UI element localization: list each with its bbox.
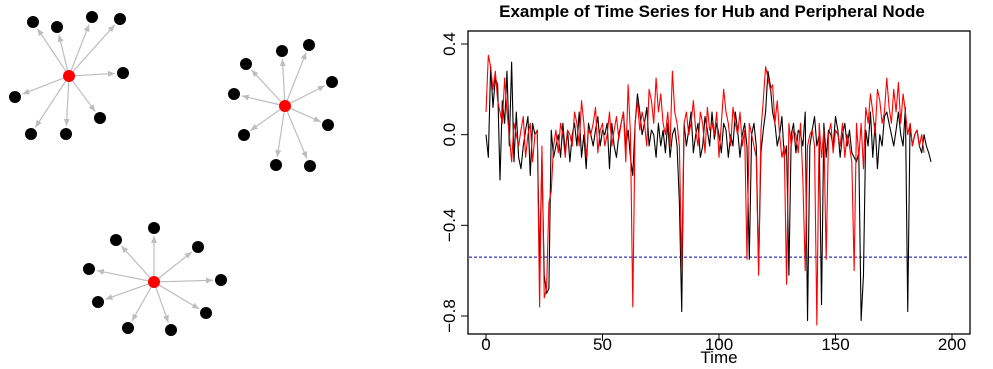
network-edge: [155, 287, 169, 323]
network-edge: [290, 107, 321, 123]
x-tick-label: 200: [938, 335, 966, 354]
series-layer: [485, 54, 932, 326]
network-edge: [36, 28, 67, 72]
y-tick-label: −0.4: [440, 209, 459, 243]
x-tick-label: 100: [705, 335, 733, 354]
peripheral-node: [326, 76, 338, 88]
peripheral-node: [114, 13, 126, 25]
peripheral-node: [94, 112, 106, 124]
network-graph: [9, 11, 129, 140]
peripheral-node: [238, 129, 250, 141]
peripheral-node: [60, 128, 72, 140]
peripheral-node: [200, 307, 212, 319]
peripheral-node: [304, 160, 316, 172]
peripheral-node: [228, 88, 240, 100]
x-tick-label: 50: [593, 335, 612, 354]
peripheral-node: [322, 119, 334, 131]
series-line-red: [485, 54, 925, 326]
network-edge: [105, 283, 149, 300]
chart-title: Example of Time Series for Hub and Perip…: [499, 2, 925, 21]
network-panel: [9, 11, 338, 336]
network-graph: [228, 39, 338, 172]
peripheral-node: [192, 241, 204, 253]
network-edge: [250, 108, 281, 131]
hub-node: [63, 70, 75, 82]
network-edge: [290, 85, 326, 104]
network-edge: [286, 52, 307, 101]
plot-area-frame: [467, 30, 971, 335]
network-edge: [72, 80, 96, 112]
x-axis: 0 50 100 150 200: [481, 334, 966, 354]
network-edge: [241, 94, 280, 106]
network-edge: [96, 269, 149, 282]
network-edge: [131, 286, 152, 322]
peripheral-node: [86, 11, 98, 23]
network-edge: [70, 24, 90, 71]
network-edge: [159, 277, 214, 284]
network-edge: [34, 80, 67, 128]
y-tick-label: −0.8: [440, 299, 459, 333]
peripheral-node: [303, 39, 315, 51]
network-graph: [83, 222, 227, 336]
time-series-panel: Example of Time Series for Hub and Perip…: [440, 2, 971, 367]
peripheral-node: [276, 45, 288, 57]
y-tick-label: 0.4: [440, 32, 459, 56]
network-edge: [286, 111, 308, 159]
peripheral-node: [110, 234, 122, 246]
peripheral-node: [25, 128, 37, 140]
x-axis-title: Time: [700, 348, 737, 367]
network-edge: [251, 69, 282, 103]
y-tick-label: 0.0: [440, 123, 459, 147]
network-edge: [158, 251, 193, 279]
network-edge: [120, 245, 151, 278]
peripheral-node: [122, 322, 134, 334]
hub-node: [148, 276, 160, 288]
peripheral-node: [117, 67, 129, 79]
network-edge: [158, 284, 200, 310]
peripheral-node: [9, 91, 21, 103]
hub-node: [279, 100, 291, 112]
x-tick-label: 150: [821, 335, 849, 354]
peripheral-node: [270, 159, 282, 171]
peripheral-node: [240, 58, 252, 70]
peripheral-node: [83, 263, 95, 275]
network-edge: [275, 111, 285, 158]
x-tick-label: 0: [481, 335, 490, 354]
network-edge: [74, 70, 116, 77]
peripheral-node: [165, 324, 177, 336]
peripheral-node: [148, 222, 160, 234]
network-edge: [72, 24, 116, 72]
network-edge: [63, 81, 70, 127]
series-line-black: [485, 61, 932, 322]
network-edge: [57, 34, 69, 71]
network-edge: [279, 58, 286, 101]
network-edge: [22, 77, 64, 95]
peripheral-node: [51, 21, 63, 33]
peripheral-node: [92, 296, 104, 308]
peripheral-node: [27, 16, 39, 28]
peripheral-node: [215, 274, 227, 286]
y-axis: −0.8 −0.4 0.0 0.4: [440, 32, 468, 333]
